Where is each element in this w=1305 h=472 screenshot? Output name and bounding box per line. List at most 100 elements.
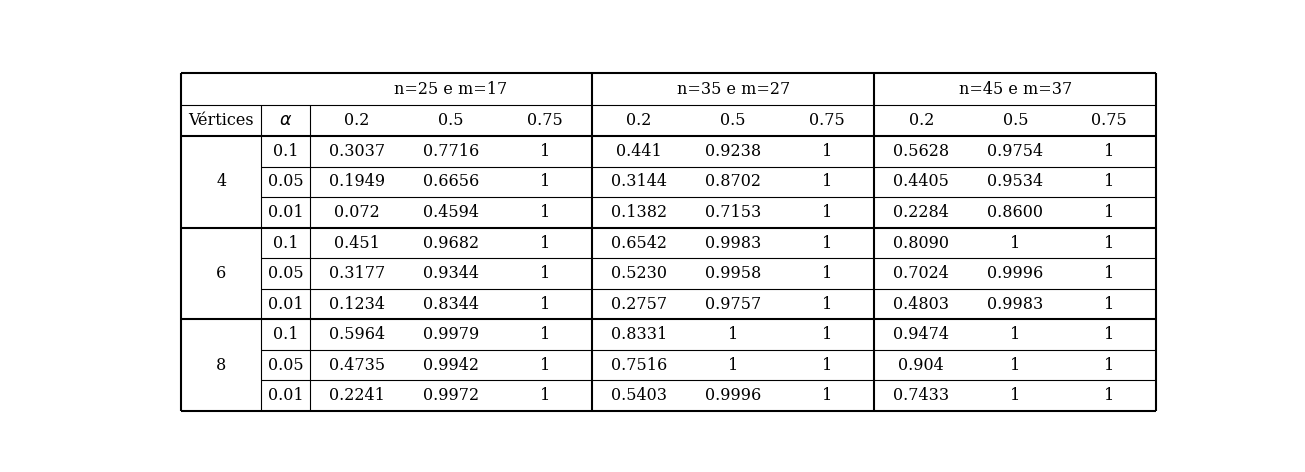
Text: 1: 1 (540, 235, 551, 252)
Text: 0.1382: 0.1382 (611, 204, 667, 221)
Text: 0.1: 0.1 (273, 143, 299, 160)
Text: 0.8702: 0.8702 (705, 174, 761, 191)
Text: 0.5: 0.5 (438, 112, 463, 129)
Text: 1: 1 (822, 265, 833, 282)
Text: 1: 1 (1010, 235, 1021, 252)
Text: 0.072: 0.072 (334, 204, 380, 221)
Text: 0.9682: 0.9682 (423, 235, 479, 252)
Text: 0.5628: 0.5628 (893, 143, 949, 160)
Text: 1: 1 (822, 143, 833, 160)
Text: 0.441: 0.441 (616, 143, 662, 160)
Text: 0.6542: 0.6542 (611, 235, 667, 252)
Text: n=35 e m=27: n=35 e m=27 (676, 81, 790, 98)
Text: 0.1234: 0.1234 (329, 295, 385, 312)
Text: 1: 1 (822, 326, 833, 343)
Text: 1: 1 (540, 295, 551, 312)
Text: 0.9979: 0.9979 (423, 326, 479, 343)
Text: 0.2241: 0.2241 (329, 387, 385, 404)
Text: 0.1: 0.1 (273, 235, 299, 252)
Text: 0.5: 0.5 (720, 112, 746, 129)
Text: 8: 8 (217, 357, 227, 374)
Text: 1: 1 (822, 357, 833, 374)
Text: 1: 1 (822, 235, 833, 252)
Text: 1: 1 (1104, 265, 1114, 282)
Text: 1: 1 (1104, 204, 1114, 221)
Text: 0.8090: 0.8090 (893, 235, 949, 252)
Text: n=25 e m=17: n=25 e m=17 (394, 81, 508, 98)
Text: 0.7153: 0.7153 (705, 204, 761, 221)
Text: 1: 1 (540, 357, 551, 374)
Text: 0.4803: 0.4803 (893, 295, 949, 312)
Text: 0.6656: 0.6656 (423, 174, 479, 191)
Text: 0.7516: 0.7516 (611, 357, 667, 374)
Text: 0.05: 0.05 (268, 265, 304, 282)
Text: 0.9757: 0.9757 (705, 295, 761, 312)
Text: 1: 1 (1104, 295, 1114, 312)
Text: 0.9534: 0.9534 (987, 174, 1043, 191)
Text: 1: 1 (540, 143, 551, 160)
Text: 1: 1 (1104, 387, 1114, 404)
Text: 1: 1 (1104, 357, 1114, 374)
Text: 0.8331: 0.8331 (611, 326, 667, 343)
Text: 0.451: 0.451 (334, 235, 380, 252)
Text: 6: 6 (217, 265, 227, 282)
Text: 0.01: 0.01 (268, 204, 304, 221)
Text: 0.2: 0.2 (345, 112, 369, 129)
Text: 1: 1 (1104, 143, 1114, 160)
Text: 1: 1 (1104, 174, 1114, 191)
Text: 1: 1 (540, 265, 551, 282)
Text: 1: 1 (1104, 235, 1114, 252)
Text: 0.2: 0.2 (908, 112, 934, 129)
Text: n=45 e m=37: n=45 e m=37 (959, 81, 1071, 98)
Text: 0.1: 0.1 (273, 326, 299, 343)
Text: 0.7433: 0.7433 (893, 387, 949, 404)
Text: 1: 1 (1010, 357, 1021, 374)
Text: 0.3037: 0.3037 (329, 143, 385, 160)
Text: 0.5403: 0.5403 (611, 387, 667, 404)
Text: 0.4405: 0.4405 (894, 174, 949, 191)
Text: 1: 1 (728, 357, 739, 374)
Text: 0.2757: 0.2757 (611, 295, 667, 312)
Text: 1: 1 (540, 387, 551, 404)
Text: 4: 4 (217, 174, 226, 191)
Text: 0.5964: 0.5964 (329, 326, 385, 343)
Text: 1: 1 (540, 204, 551, 221)
Text: 0.4735: 0.4735 (329, 357, 385, 374)
Text: 0.904: 0.904 (898, 357, 944, 374)
Text: 0.5230: 0.5230 (611, 265, 667, 282)
Text: 0.2284: 0.2284 (894, 204, 949, 221)
Text: 0.9972: 0.9972 (423, 387, 479, 404)
Text: 1: 1 (540, 174, 551, 191)
Text: 0.9942: 0.9942 (423, 357, 479, 374)
Text: 1: 1 (540, 326, 551, 343)
Text: 1: 1 (728, 326, 739, 343)
Text: 1: 1 (1104, 326, 1114, 343)
Text: 0.75: 0.75 (527, 112, 562, 129)
Text: 1: 1 (1010, 387, 1021, 404)
Text: 0.2: 0.2 (626, 112, 651, 129)
Text: 0.01: 0.01 (268, 295, 304, 312)
Text: 0.8344: 0.8344 (423, 295, 479, 312)
Text: 0.5: 0.5 (1002, 112, 1028, 129)
Text: 0.9996: 0.9996 (705, 387, 761, 404)
Text: 0.05: 0.05 (268, 174, 304, 191)
Text: 0.75: 0.75 (809, 112, 846, 129)
Text: 0.9344: 0.9344 (423, 265, 479, 282)
Text: 0.9983: 0.9983 (987, 295, 1044, 312)
Text: 0.3177: 0.3177 (329, 265, 385, 282)
Text: 1: 1 (822, 387, 833, 404)
Text: $\alpha$: $\alpha$ (279, 112, 292, 129)
Text: 0.7716: 0.7716 (423, 143, 479, 160)
Text: 0.4594: 0.4594 (423, 204, 479, 221)
Text: 0.8600: 0.8600 (988, 204, 1043, 221)
Text: 0.7024: 0.7024 (894, 265, 949, 282)
Text: 0.9996: 0.9996 (987, 265, 1044, 282)
Text: 0.01: 0.01 (268, 387, 304, 404)
Text: 0.05: 0.05 (268, 357, 304, 374)
Text: 1: 1 (822, 204, 833, 221)
Text: 0.1949: 0.1949 (329, 174, 385, 191)
Text: 0.9754: 0.9754 (987, 143, 1043, 160)
Text: 0.9474: 0.9474 (893, 326, 949, 343)
Text: 0.9238: 0.9238 (705, 143, 761, 160)
Text: 1: 1 (1010, 326, 1021, 343)
